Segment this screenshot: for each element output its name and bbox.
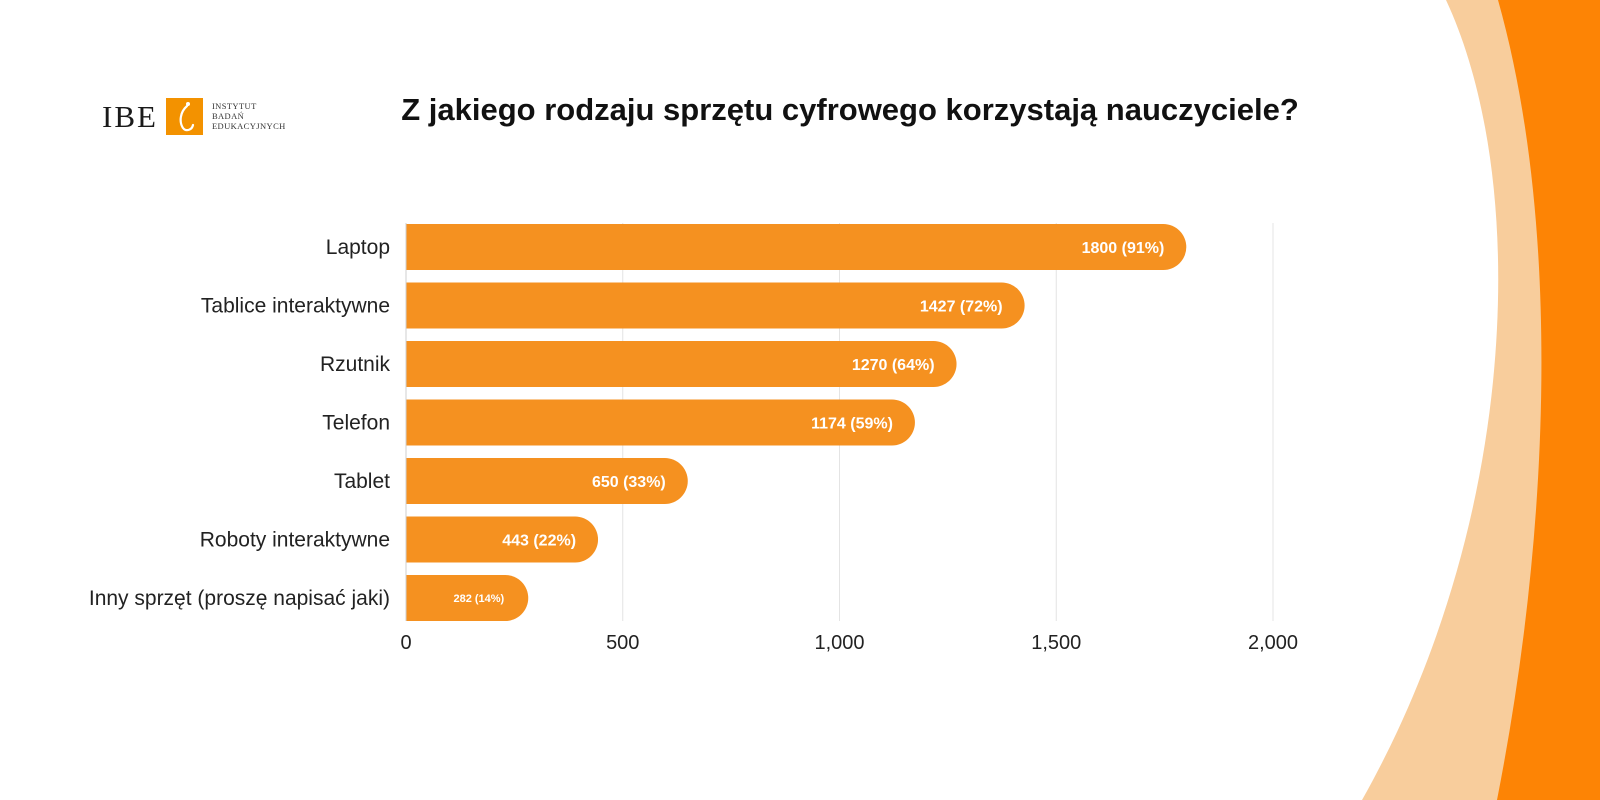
logo-words: INSTYTUT BADAŃ EDUKACYJNYCH (212, 101, 286, 131)
category-label: Laptop (326, 236, 390, 259)
data-label: 1427 (72%) (920, 299, 1003, 316)
x-tick-label: 500 (606, 632, 639, 654)
data-label: 443 (22%) (502, 533, 576, 550)
ibe-logo: IBE INSTYTUT BADAŃ EDUKACYJNYCH (102, 96, 286, 136)
x-tick-label: 0 (400, 632, 411, 654)
bar (406, 224, 1187, 270)
category-label: Tablet (334, 470, 390, 493)
bar (406, 458, 688, 504)
category-label: Inny sprzęt (proszę napisać jaki) (89, 587, 390, 610)
x-tick-label: 1,500 (1031, 632, 1081, 654)
category-label: Telefon (322, 412, 390, 435)
bar (406, 575, 529, 621)
chart-title: Z jakiego rodzaju sprzętu cyfrowego korz… (401, 92, 1299, 127)
data-label: 650 (33%) (592, 474, 666, 491)
x-tick-label: 1,000 (814, 632, 864, 654)
data-label: 282 (14%) (453, 593, 504, 605)
bar (406, 282, 1025, 329)
category-label: Roboty interaktywne (200, 529, 390, 552)
logo-mark-icon (165, 97, 203, 135)
data-label: 1174 (59%) (811, 416, 893, 433)
x-tick-label: 2,000 (1248, 632, 1298, 654)
bar (406, 516, 599, 563)
logo-word: BADAŃ (211, 111, 245, 121)
bar (406, 399, 915, 446)
logo-word: INSTYTUT (211, 101, 257, 111)
bar (406, 341, 957, 387)
category-label: Tablice interaktywne (201, 295, 390, 318)
dark-orange-wave (1497, 0, 1600, 800)
logo-letters: IBE (102, 98, 158, 134)
logo-word: EDUKACYJNYCH (211, 121, 286, 131)
data-label: 1800 (91%) (1082, 240, 1165, 257)
category-label: Rzutnik (320, 353, 391, 376)
data-label: 1270 (64%) (852, 357, 935, 374)
